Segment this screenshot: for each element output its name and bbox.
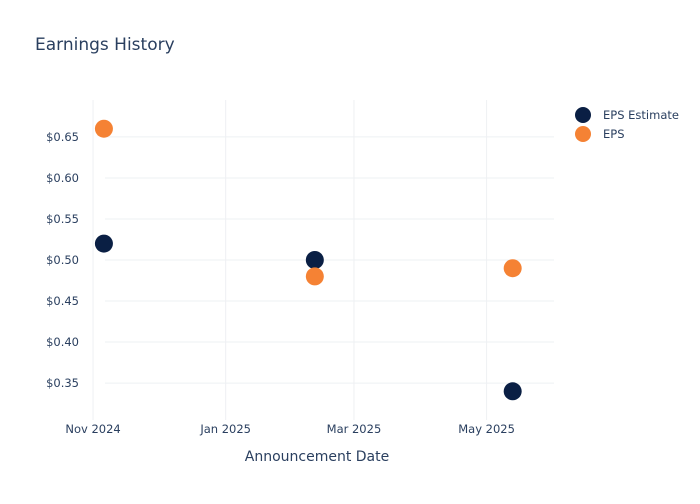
data-point-eps [94, 119, 113, 138]
x-tick-label: Mar 2025 [327, 422, 382, 436]
legend-label: EPS [603, 127, 625, 141]
legend-marker [575, 107, 591, 123]
chart-title: Earnings History [35, 35, 175, 55]
data-point-eps-estimate [305, 251, 324, 269]
y-tick-label: $0.60 [46, 171, 79, 185]
x-tick-label: Jan 2025 [199, 422, 251, 436]
x-tick-label: Nov 2024 [65, 422, 120, 436]
y-tick-label: $0.40 [46, 335, 79, 349]
legend-item-eps[interactable]: EPS [575, 126, 625, 142]
legend-label: EPS Estimate [603, 108, 679, 122]
y-tick-label: $0.50 [46, 253, 79, 267]
x-tick-label: May 2025 [458, 422, 515, 436]
legend-item-eps-estimate[interactable]: EPS Estimate [575, 107, 679, 123]
data-point-eps-estimate [94, 234, 113, 253]
x-axis-title: Announcement Date [245, 449, 389, 465]
data-point-eps-estimate [503, 382, 522, 401]
legend-marker [575, 126, 591, 142]
y-tick-label: $0.45 [46, 294, 79, 308]
x-axis-ticks: Nov 2024 Jan 2025 Mar 2025 May 2025 [65, 422, 515, 436]
y-axis-ticks: $0.35 $0.40 $0.45 $0.50 $0.55 $0.60 $0.65 [46, 130, 79, 390]
y-tick-label: $0.35 [46, 376, 79, 390]
data-points [94, 119, 522, 401]
y-tick-label: $0.55 [46, 212, 79, 226]
data-point-eps [503, 259, 522, 278]
grid-layer [92, 100, 554, 420]
legend[interactable]: EPS Estimate EPS [575, 107, 679, 142]
data-point-eps [305, 267, 324, 286]
y-tick-label: $0.65 [46, 130, 79, 144]
